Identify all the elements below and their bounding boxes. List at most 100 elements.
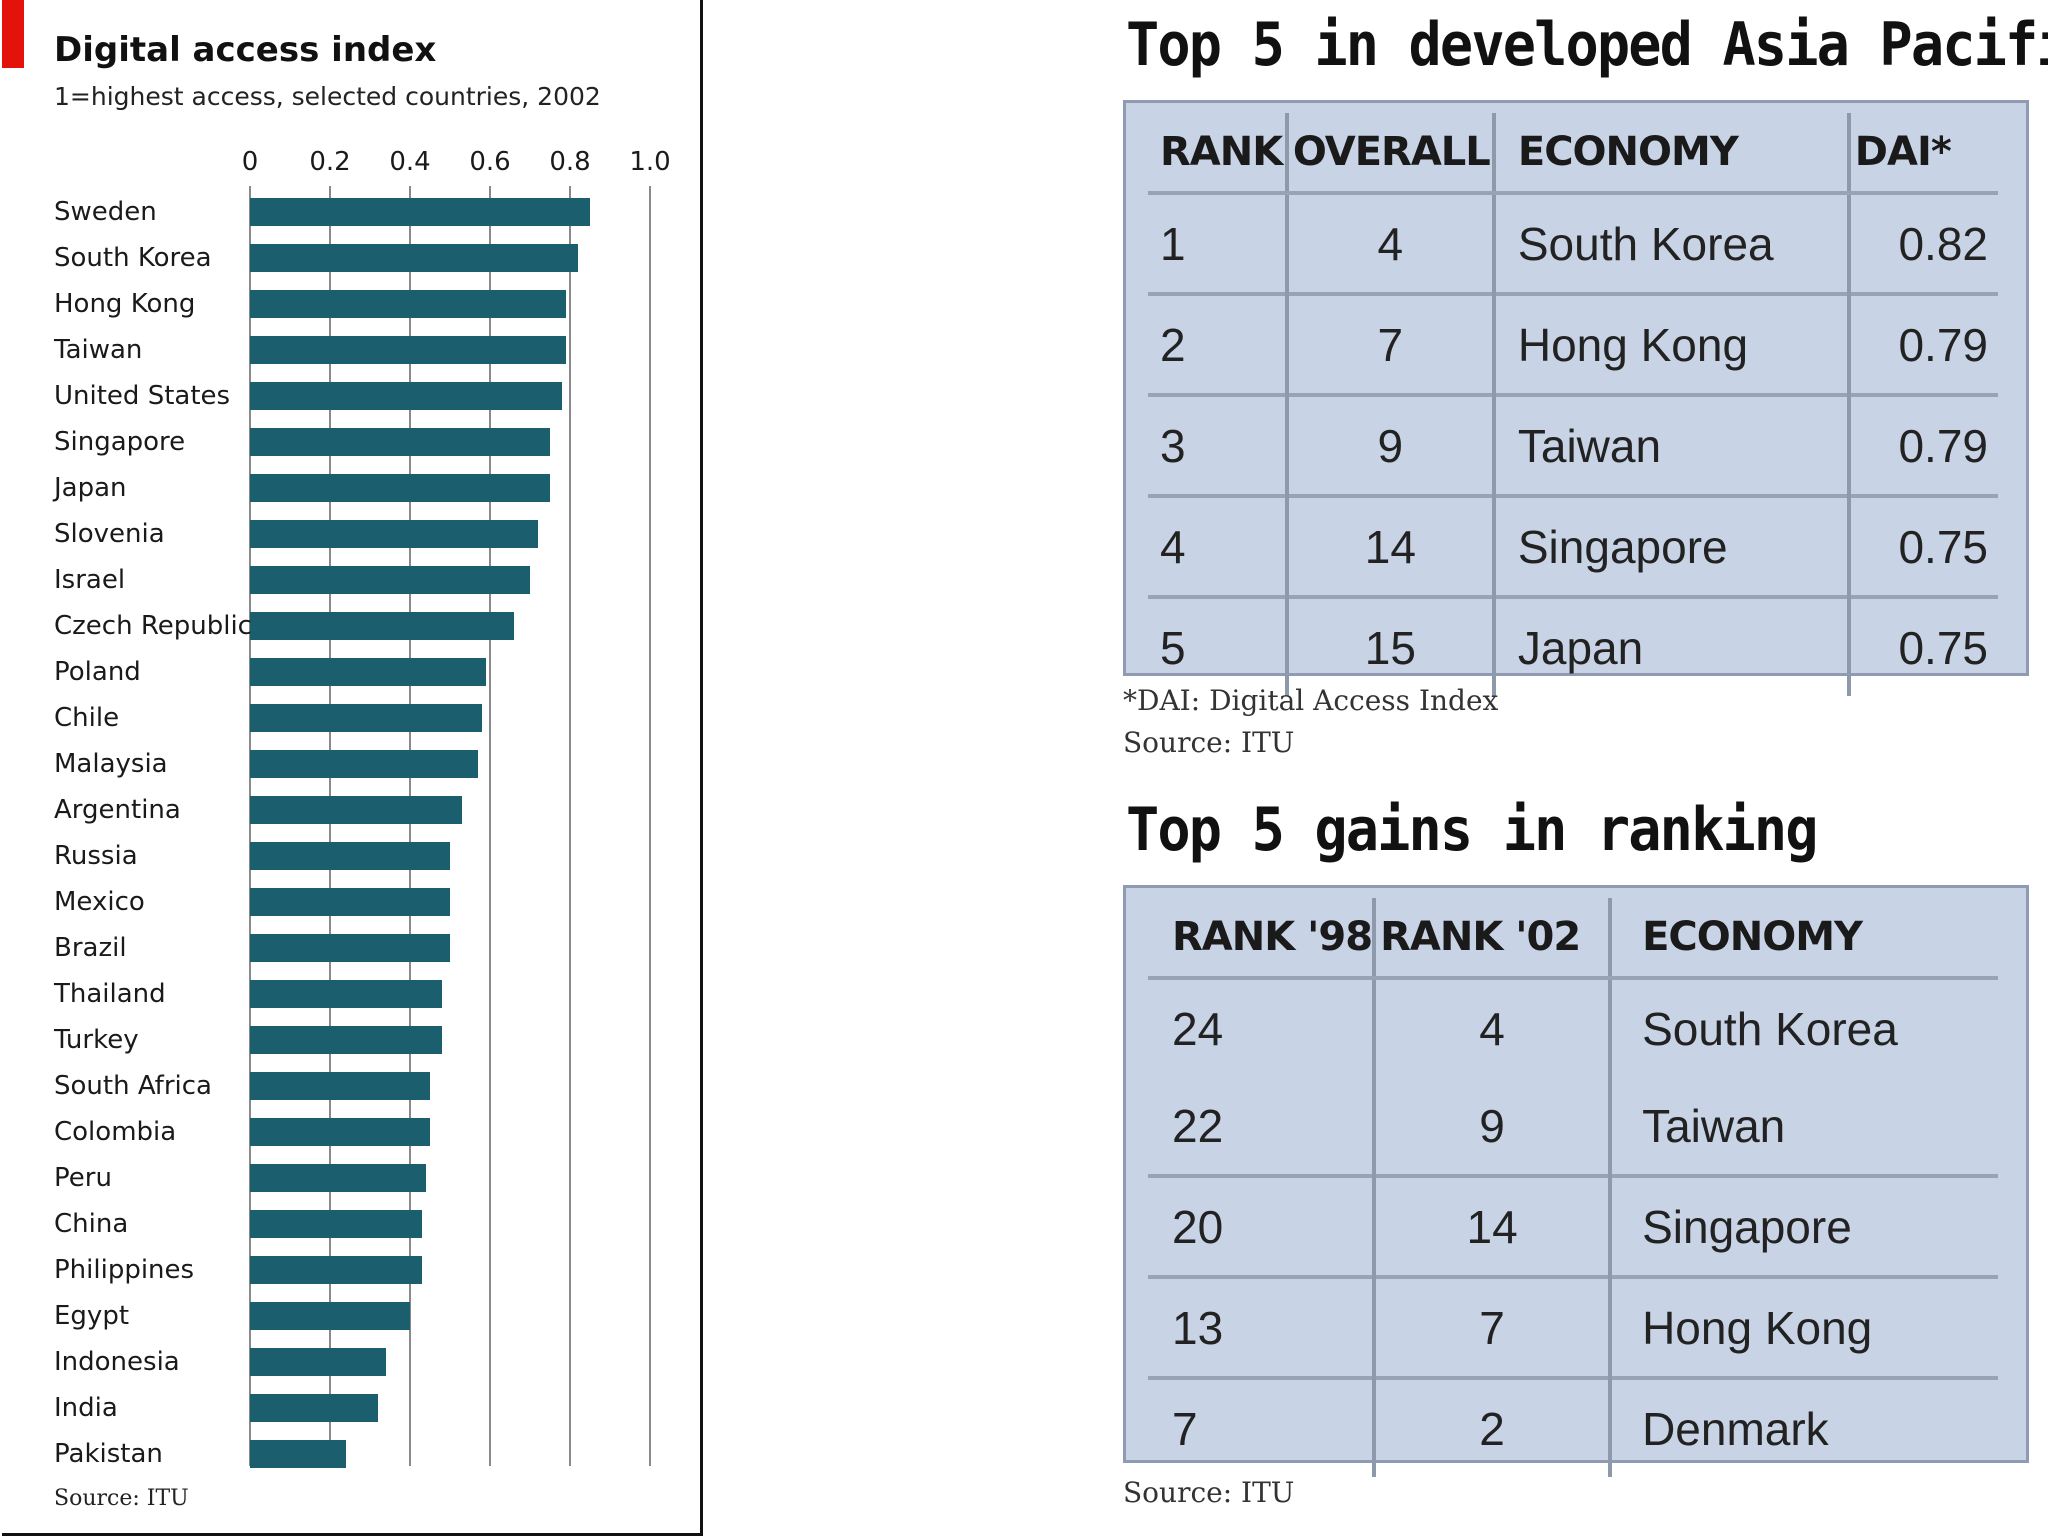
bar bbox=[250, 750, 478, 778]
bar bbox=[250, 888, 450, 916]
cell-rank-98: 24 bbox=[1172, 1002, 1224, 1055]
cell-rank-98: 20 bbox=[1148, 1174, 1375, 1277]
category-label: Chile bbox=[54, 703, 119, 733]
cell-rank-02: 7 bbox=[1372, 1275, 1611, 1378]
bar bbox=[250, 1348, 386, 1376]
chart-plot-area: 0 0.2 0.4 0.6 0.8 1.0 Sweden South Korea Hong K… bbox=[52, 147, 671, 1469]
bar bbox=[250, 796, 462, 824]
category-label: Russia bbox=[54, 841, 138, 871]
category-label: Indonesia bbox=[54, 1347, 180, 1377]
col-economy: ECONOMY bbox=[1491, 113, 1849, 195]
category-label: Malaysia bbox=[54, 749, 168, 779]
cell-rank-02: 2 bbox=[1372, 1376, 1611, 1477]
col-rank: RANK bbox=[1148, 113, 1287, 195]
dai-bar-chart: Digital access index 1=highest access, s… bbox=[2, 0, 703, 1536]
bar bbox=[250, 566, 530, 594]
cell-economy: Hong Kong bbox=[1608, 1275, 1998, 1378]
category-label: Hong Kong bbox=[54, 289, 195, 319]
category-label: Japan bbox=[52, 473, 127, 503]
cell-rank-98: 22 bbox=[1172, 1099, 1224, 1152]
table-row: 7 2 Denmark bbox=[1148, 1376, 1998, 1477]
category-label: Israel bbox=[54, 565, 125, 595]
category-label: Sweden bbox=[54, 197, 157, 227]
col-dai: DAI* bbox=[1846, 113, 1998, 195]
bar bbox=[250, 198, 590, 226]
category-label: Turkey bbox=[53, 1025, 139, 1055]
category-label: Poland bbox=[54, 657, 141, 687]
bar bbox=[250, 1026, 442, 1054]
cell-rank-98: 13 bbox=[1148, 1275, 1375, 1378]
category-label: Peru bbox=[54, 1163, 112, 1193]
x-tick-label: 0.2 bbox=[309, 147, 350, 177]
table-row: 5 15 Japan 0.75 bbox=[1148, 595, 1998, 696]
cell-economy: Hong Kong bbox=[1491, 292, 1849, 395]
cell-overall: 9 bbox=[1284, 393, 1494, 496]
category-label: South Korea bbox=[54, 243, 212, 273]
category-label: Mexico bbox=[54, 887, 145, 917]
cell-rank: 4 bbox=[1148, 494, 1287, 597]
bar bbox=[250, 1072, 430, 1100]
ranking-gains-table: RANK '98 RANK '02 ECONOMY 24 4 South Kor… bbox=[1123, 885, 2029, 1477]
category-label: Brazil bbox=[54, 933, 127, 963]
table-row: 22 9 Taiwan bbox=[1148, 1077, 1998, 1176]
bar bbox=[250, 474, 550, 502]
table2-source: Source: ITU bbox=[1123, 1476, 1295, 1509]
table-row: 1 4 South Korea 0.82 bbox=[1148, 193, 1998, 294]
x-tick-label: 0.8 bbox=[549, 147, 590, 177]
cell-economy: South Korea bbox=[1491, 193, 1849, 294]
cell-dai: 0.79 bbox=[1846, 393, 1998, 496]
cell-economy: Denmark bbox=[1608, 1376, 1998, 1477]
x-tick-label: 0.6 bbox=[469, 147, 510, 177]
category-label: Singapore bbox=[54, 427, 185, 457]
cell-economy: South Korea bbox=[1608, 978, 1998, 1077]
cell-economy: Taiwan bbox=[1491, 393, 1849, 496]
bar bbox=[250, 842, 450, 870]
cell-rank: 1 bbox=[1160, 217, 1186, 270]
col-economy: ECONOMY bbox=[1608, 898, 1998, 980]
chart-title: Digital access index bbox=[54, 30, 437, 70]
bar bbox=[250, 934, 450, 962]
x-tick-label: 0.4 bbox=[389, 147, 430, 177]
category-label: Pakistan bbox=[54, 1439, 163, 1469]
bar bbox=[250, 244, 578, 272]
bar bbox=[250, 520, 538, 548]
category-label: Czech Republic bbox=[54, 611, 252, 641]
table-row: 3 9 Taiwan 0.79 bbox=[1148, 393, 1998, 496]
table-row: 20 14 Singapore bbox=[1148, 1174, 1998, 1277]
category-label: Taiwan bbox=[53, 335, 142, 365]
red-accent-tab bbox=[2, 0, 24, 68]
table-row: 24 4 South Korea bbox=[1148, 978, 1998, 1077]
cell-overall: 14 bbox=[1284, 494, 1494, 597]
cell-rank-02: 4 bbox=[1372, 978, 1611, 1077]
table2-title: Top 5 gains in ranking bbox=[1126, 795, 1819, 865]
cell-economy: Japan bbox=[1491, 595, 1849, 696]
cell-overall: 7 bbox=[1284, 292, 1494, 395]
bar bbox=[250, 1118, 430, 1146]
bar bbox=[250, 382, 562, 410]
category-label: Thailand bbox=[53, 979, 166, 1009]
table1-source: Source: ITU bbox=[1123, 726, 1295, 759]
cell-economy: Singapore bbox=[1608, 1174, 1998, 1277]
dai-footnote: *DAI: Digital Access Index bbox=[1123, 684, 1499, 717]
bar bbox=[250, 1302, 410, 1330]
table-row: 13 7 Hong Kong bbox=[1148, 1275, 1998, 1378]
bar bbox=[250, 980, 442, 1008]
cell-rank-02: 9 bbox=[1372, 1077, 1611, 1176]
cell-rank: 5 bbox=[1148, 595, 1287, 696]
category-label: Philippines bbox=[54, 1255, 194, 1285]
chart-source: Source: ITU bbox=[54, 1486, 189, 1511]
category-label: Slovenia bbox=[54, 519, 165, 549]
category-label: Egypt bbox=[54, 1301, 129, 1331]
table-row: 4 14 Singapore 0.75 bbox=[1148, 494, 1998, 597]
cell-rank: 3 bbox=[1148, 393, 1287, 496]
bar bbox=[250, 612, 514, 640]
category-label: South Africa bbox=[54, 1071, 212, 1101]
bar bbox=[250, 1394, 378, 1422]
cell-economy: Taiwan bbox=[1608, 1077, 1998, 1176]
col-overall: OVERALL bbox=[1284, 113, 1494, 195]
category-label: China bbox=[54, 1209, 128, 1239]
bar bbox=[250, 1440, 346, 1468]
col-rank-02: RANK '02 bbox=[1372, 898, 1611, 980]
cell-dai: 0.79 bbox=[1846, 292, 1998, 395]
bar bbox=[250, 336, 566, 364]
